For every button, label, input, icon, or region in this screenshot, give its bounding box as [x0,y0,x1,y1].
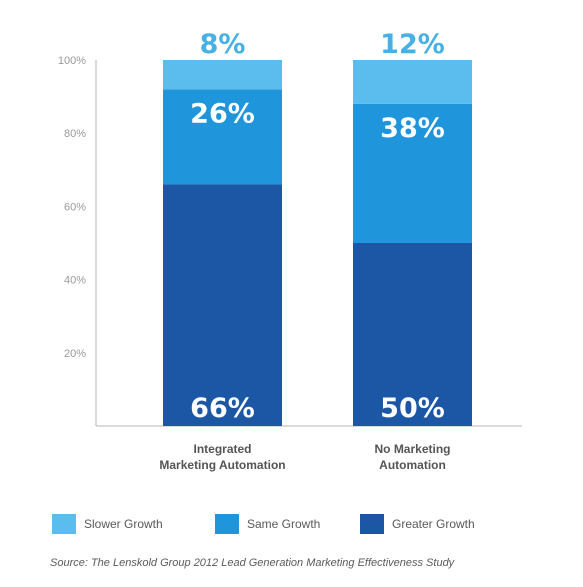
chart-data-labels: 66% 50% 26% 38% 8% 12% [190,29,445,424]
y-tick-label: 40% [64,275,86,287]
bar-segment [163,184,282,426]
data-label: 26% [190,98,255,129]
bar-segment [353,103,472,243]
legend-label: Slower Growth [84,517,163,531]
chart-source-note: Source: The Lenskold Group 2012 Lead Gen… [50,557,456,569]
legend-swatch [52,514,76,534]
x-category-label: Marketing Automation [159,458,285,472]
data-label: 8% [200,29,246,60]
chart-category-labels: Integrated Marketing Automation No Marketi… [159,442,450,472]
x-category-label: Automation [379,458,446,472]
data-label: 66% [190,393,255,424]
data-label: 50% [380,393,445,424]
bar-segment [163,60,282,90]
y-tick-label: 20% [64,348,86,360]
legend-label: Same Growth [247,517,320,531]
chart-bars [163,60,472,426]
bar-segment [353,60,472,104]
y-tick-label: 80% [64,128,86,140]
legend-swatch [215,514,239,534]
y-tick-label: 60% [64,201,86,213]
x-category-label: No Marketing [374,442,450,456]
y-tick-label: 100% [58,55,86,67]
x-category-label: Integrated [193,442,251,456]
legend-label: Greater Growth [392,517,475,531]
data-label: 38% [380,113,445,144]
data-label: 12% [380,29,445,60]
chart-legend: Slower Growth Same Growth Greater Growth [52,514,475,534]
legend-swatch [360,514,384,534]
bar-segment [163,89,282,185]
bar-segment [353,243,472,426]
